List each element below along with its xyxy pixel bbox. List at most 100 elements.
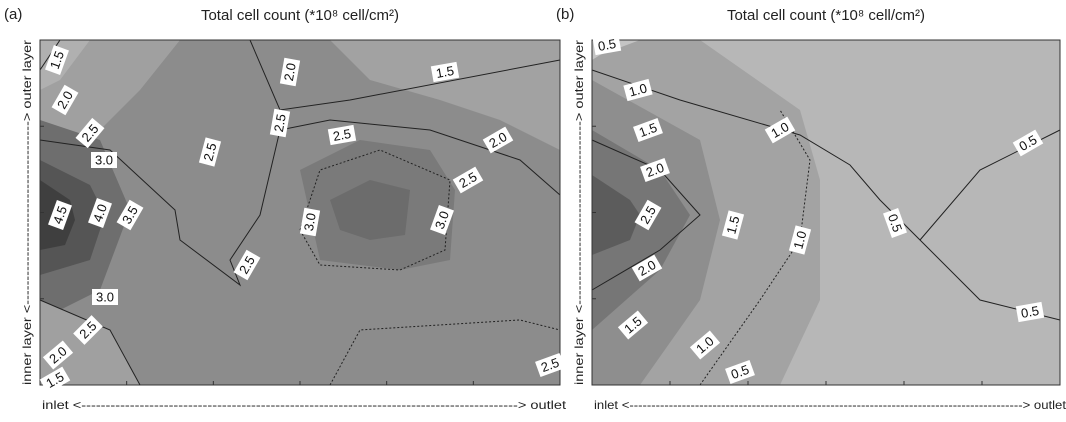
chart-title: Total cell count (*10⁸ cell/cm²) bbox=[201, 7, 399, 24]
contour-label-box bbox=[279, 57, 301, 87]
contour-label: 3.5 bbox=[116, 199, 144, 231]
contour-label-box bbox=[39, 366, 71, 394]
contour-label-box bbox=[73, 315, 103, 345]
contour-label-box bbox=[51, 84, 79, 116]
contour-label-box bbox=[788, 225, 812, 255]
contour-label-box bbox=[452, 166, 484, 194]
contour-label: 1.5 bbox=[45, 45, 69, 75]
contour-label-text: 2.5 bbox=[271, 113, 289, 133]
contour-label-box bbox=[640, 158, 670, 182]
contour-label: 1.5 bbox=[39, 366, 71, 394]
contour-label-box bbox=[75, 117, 105, 149]
contour-label: 2.5 bbox=[269, 108, 291, 138]
contour-label: 1.5 bbox=[633, 118, 663, 142]
contour-label-box bbox=[535, 353, 565, 377]
contour-label-text: 1.5 bbox=[723, 214, 742, 235]
contour-label-text: 1.5 bbox=[47, 49, 67, 71]
contour-label: 4.0 bbox=[88, 198, 112, 228]
contour-label-box bbox=[198, 137, 222, 167]
contour-label: 1.0 bbox=[764, 116, 796, 144]
contour-label-text: 0.5 bbox=[729, 362, 751, 382]
contour-label-text: 3.0 bbox=[95, 152, 113, 167]
contour-label: 1.0 bbox=[788, 225, 812, 255]
contour-label-box bbox=[116, 199, 144, 231]
contour-label-box bbox=[327, 124, 357, 146]
contour-label-box bbox=[48, 200, 72, 230]
contour-label-box bbox=[617, 310, 649, 340]
contour-label-box bbox=[88, 198, 112, 228]
contour-label: 2.5 bbox=[535, 353, 565, 377]
contour-label-box bbox=[45, 45, 69, 75]
contour-label: 1.0 bbox=[623, 78, 653, 102]
contour-label-box bbox=[634, 199, 662, 231]
x-axis-label: inlet <---------------------------------… bbox=[42, 398, 567, 412]
x-axis-label: inlet <---------------------------------… bbox=[594, 398, 1066, 412]
contour-label: 0.5 bbox=[725, 360, 755, 384]
contour-label-box bbox=[269, 108, 291, 138]
contour-label-box bbox=[92, 289, 118, 305]
y-axis-label: inner layer <---------------------------… bbox=[20, 40, 34, 385]
contour-label: 2.0 bbox=[482, 126, 514, 154]
contour-label: 0.5 bbox=[883, 208, 907, 238]
contour-label-text: 4.5 bbox=[50, 204, 70, 226]
contour-label: 2.0 bbox=[631, 254, 663, 282]
contour-fill bbox=[592, 40, 1060, 385]
contour-label-text: 2.0 bbox=[281, 62, 299, 82]
contour-label-text: 2.5 bbox=[539, 355, 561, 375]
contour-label-text: 1.5 bbox=[435, 63, 455, 81]
contour-label: 0.5 bbox=[1012, 129, 1044, 157]
contour-label: 3.0 bbox=[91, 152, 117, 168]
contour-label-text: 1.5 bbox=[637, 120, 659, 140]
contour-label-box bbox=[1012, 129, 1044, 157]
contour-label-text: 2.5 bbox=[332, 126, 352, 144]
contour-label-text: 3.0 bbox=[301, 212, 319, 232]
contour-label-text: 1.0 bbox=[790, 229, 809, 250]
contour-label: 1.5 bbox=[721, 210, 745, 240]
contour-label: 0.5 bbox=[1015, 301, 1045, 323]
contour-fill bbox=[40, 40, 560, 385]
contour-label-text: 4.0 bbox=[90, 202, 110, 224]
contour-label-box bbox=[430, 61, 460, 83]
contour-label-box bbox=[633, 118, 663, 142]
contour-label-box bbox=[592, 34, 622, 56]
contour-label-box bbox=[689, 330, 721, 360]
contour-label: 3.0 bbox=[430, 205, 454, 235]
contour-label-box bbox=[764, 116, 796, 144]
contour-label-box bbox=[42, 340, 74, 370]
contour-label-box bbox=[91, 152, 117, 168]
contour-label-text: 0.5 bbox=[885, 212, 905, 234]
contour-label-text: 2.5 bbox=[200, 141, 219, 162]
contour-label: 3.0 bbox=[299, 207, 321, 237]
y-axis-label: inner layer <---------------------------… bbox=[572, 40, 586, 385]
contour-label: 2.5 bbox=[233, 249, 261, 281]
contour-label-text: 0.5 bbox=[597, 36, 617, 54]
contour-label-box bbox=[233, 249, 261, 281]
contour-label-box bbox=[721, 210, 745, 240]
contour-label-box bbox=[631, 254, 663, 282]
contour-label-box bbox=[623, 78, 653, 102]
contour-label: 2.5 bbox=[198, 137, 222, 167]
panel-label: (a) bbox=[4, 6, 22, 23]
chart-title: Total cell count (*10⁸ cell/cm²) bbox=[727, 7, 925, 24]
contour-label-box bbox=[725, 360, 755, 384]
contour-label: 2.0 bbox=[640, 158, 670, 182]
contour-label-text: 2.0 bbox=[644, 160, 666, 180]
contour-label: 0.5 bbox=[592, 34, 622, 56]
contour-label-box bbox=[482, 126, 514, 154]
contour-label: 2.0 bbox=[279, 57, 301, 87]
contour-label: 2.5 bbox=[327, 124, 357, 146]
contour-label-text: 3.0 bbox=[432, 209, 452, 231]
contour-label: 2.5 bbox=[634, 199, 662, 231]
contour-label: 2.5 bbox=[452, 166, 484, 194]
contour-label-text: 0.5 bbox=[1020, 303, 1040, 321]
contour-label-box bbox=[1015, 301, 1045, 323]
contour-label-text: 1.0 bbox=[627, 80, 648, 99]
contour-label: 3.0 bbox=[92, 289, 118, 305]
contour-label: 2.0 bbox=[51, 84, 79, 116]
contour-label-text: 3.0 bbox=[96, 289, 114, 304]
contour-label: 1.5 bbox=[430, 61, 460, 83]
contour-label: 4.5 bbox=[48, 200, 72, 230]
panel-label: (b) bbox=[556, 6, 574, 23]
contour-label-box bbox=[299, 207, 321, 237]
